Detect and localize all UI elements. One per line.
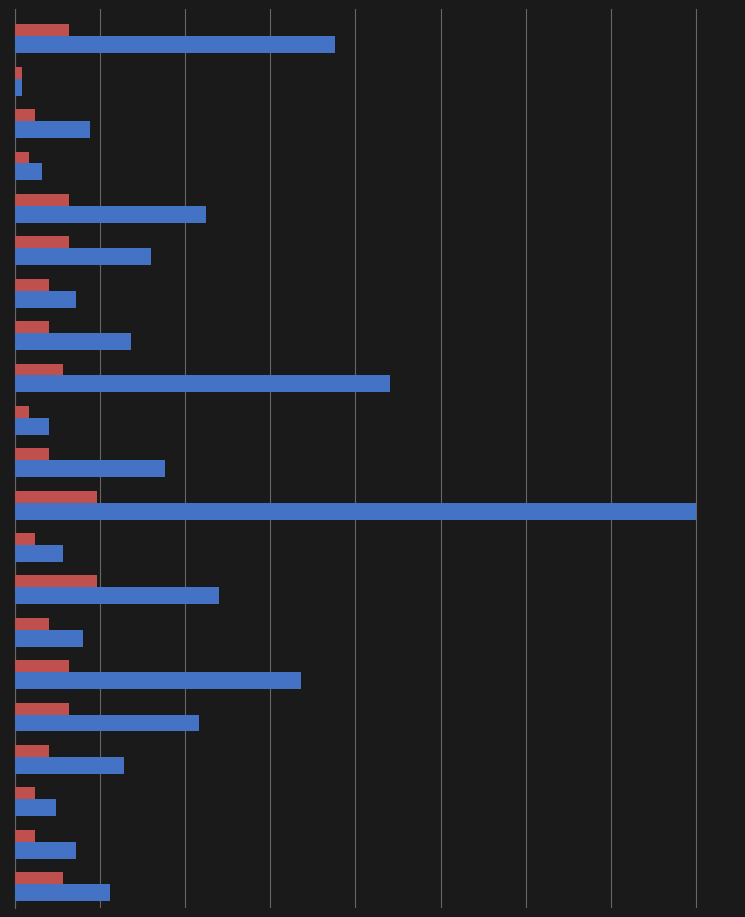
Bar [15,588,219,604]
Bar [15,333,130,350]
Bar [15,788,35,804]
Bar [15,418,49,435]
Bar [15,448,49,465]
Bar [15,375,390,392]
Bar [15,533,35,550]
Bar [15,842,76,858]
Bar [15,618,49,635]
Bar [15,363,63,381]
Bar [15,576,97,592]
Bar [15,406,28,423]
Bar [15,491,97,508]
Bar [15,702,69,720]
Bar [15,121,90,138]
Bar [15,757,124,774]
Bar [15,249,151,265]
Bar [15,194,69,211]
Bar [15,109,35,127]
Bar [15,503,696,520]
Bar [15,830,35,846]
Bar [15,79,22,95]
Bar [15,237,69,253]
Bar [15,660,69,678]
Bar [15,545,63,562]
Bar [15,151,28,169]
Bar [15,291,76,307]
Bar [15,884,110,901]
Bar [15,630,83,646]
Bar [15,672,301,689]
Bar [15,25,69,41]
Bar [15,279,49,295]
Bar [15,872,63,889]
Bar [15,714,199,732]
Bar [15,67,22,83]
Bar [15,745,49,762]
Bar [15,205,206,223]
Bar [15,460,165,477]
Bar [15,800,56,816]
Bar [15,163,42,181]
Bar [15,321,49,338]
Bar [15,37,335,53]
